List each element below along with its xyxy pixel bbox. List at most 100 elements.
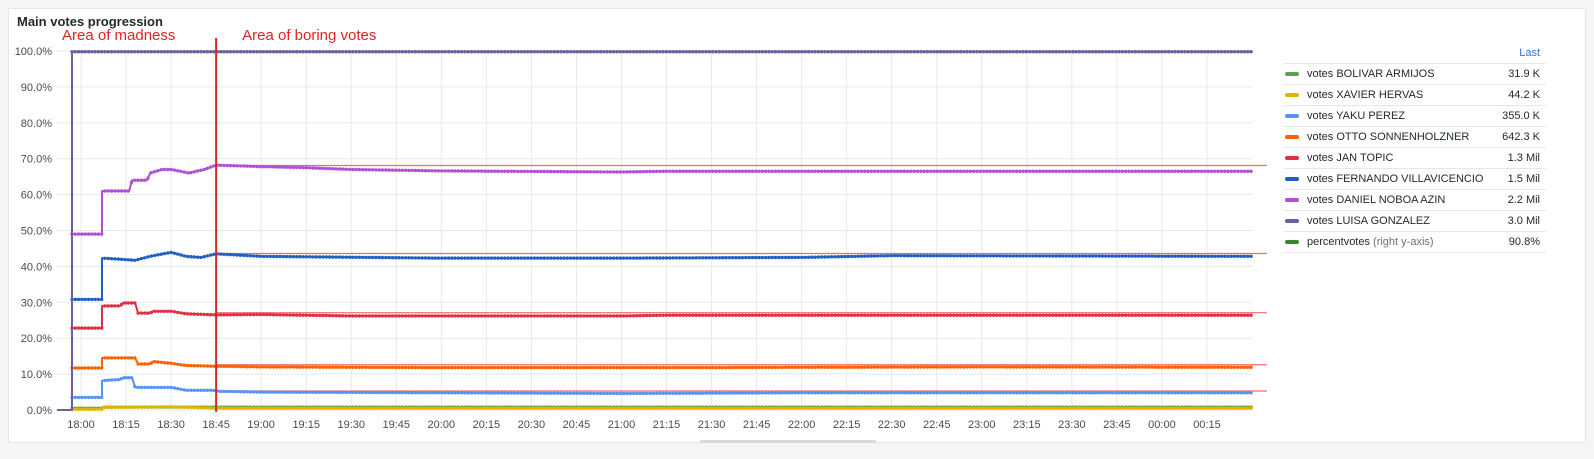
series-point xyxy=(793,169,797,173)
series-point xyxy=(664,313,669,317)
series-point xyxy=(1100,391,1105,395)
series-point xyxy=(496,50,500,54)
series-point xyxy=(503,391,507,395)
series-point xyxy=(638,313,642,318)
series-point xyxy=(645,313,649,318)
series-point xyxy=(463,314,467,318)
series-point xyxy=(701,365,705,370)
series-point xyxy=(922,169,926,173)
legend-item[interactable]: votes YAKU PEREZ 355.0 K xyxy=(1284,106,1546,127)
y-tick-label: 0.0% xyxy=(27,405,52,417)
series-point xyxy=(499,314,504,318)
series-point xyxy=(1067,365,1072,369)
series-point xyxy=(701,256,705,260)
series-point xyxy=(621,391,626,396)
series-point xyxy=(1107,365,1111,369)
series-point xyxy=(747,313,751,317)
series-point xyxy=(684,391,688,395)
series-point xyxy=(169,385,173,390)
series-point xyxy=(681,365,685,370)
series-point xyxy=(532,50,537,54)
legend-header-last[interactable]: Last xyxy=(1284,45,1546,64)
series-point xyxy=(1249,50,1253,54)
series-point xyxy=(995,254,999,258)
series-point xyxy=(522,256,527,260)
series-point xyxy=(361,365,365,369)
series-point xyxy=(1239,406,1243,410)
series-point xyxy=(453,406,457,410)
series-point xyxy=(156,309,160,313)
series-point xyxy=(489,314,494,318)
series-point xyxy=(1081,169,1085,173)
series-point xyxy=(654,50,659,54)
series-point xyxy=(106,304,111,308)
series-point xyxy=(387,365,391,370)
series-point xyxy=(912,365,916,369)
series-point xyxy=(1242,169,1247,173)
series-point xyxy=(357,314,362,318)
series-point xyxy=(598,256,603,260)
series-point xyxy=(1226,406,1230,410)
series-point xyxy=(318,50,322,54)
series-point xyxy=(410,50,414,54)
series-point xyxy=(182,50,186,54)
series-point xyxy=(1170,313,1174,317)
series-point xyxy=(116,377,121,382)
series-point xyxy=(255,406,259,410)
series-point xyxy=(440,406,444,410)
series-point xyxy=(935,50,939,54)
series-point xyxy=(218,406,223,410)
horizontal-scrollbar[interactable] xyxy=(700,440,876,443)
series-point xyxy=(1090,169,1095,173)
series-point xyxy=(912,50,916,54)
series-point xyxy=(93,326,97,330)
series-point xyxy=(450,391,454,395)
series-point xyxy=(654,169,659,174)
series-point xyxy=(159,385,163,390)
legend-item[interactable]: votes OTTO SONNENHOLZNER 642.3 K xyxy=(1284,127,1546,148)
series-point xyxy=(691,313,695,317)
series-point xyxy=(991,254,996,258)
series-point xyxy=(354,167,358,172)
legend-item[interactable]: votes FERNANDO VILLAVICENCIO 1.5 Mil xyxy=(1284,169,1546,190)
series-point xyxy=(843,313,847,317)
series-point xyxy=(334,167,338,171)
series-point xyxy=(400,168,404,172)
series-point xyxy=(384,168,388,172)
series-point xyxy=(763,391,768,395)
series-point xyxy=(258,365,262,369)
series-point xyxy=(512,314,517,318)
series-point xyxy=(430,256,434,260)
series-point xyxy=(245,406,249,410)
series-point xyxy=(1100,313,1105,317)
series-point xyxy=(1236,169,1240,173)
series-point xyxy=(826,255,830,259)
series-point xyxy=(294,406,299,410)
series-point xyxy=(1199,406,1204,410)
series-point xyxy=(420,406,424,410)
series-point xyxy=(479,406,484,410)
series-point xyxy=(1150,313,1154,317)
x-tick-label: 19:00 xyxy=(247,419,275,431)
legend-item[interactable]: votes BOLIVAR ARMIJOS 31.9 K xyxy=(1284,64,1546,85)
series-point xyxy=(456,314,461,318)
series-point xyxy=(697,169,702,173)
series-point xyxy=(261,165,266,169)
legend-item[interactable]: percentvotes (right y-axis) 90.8% xyxy=(1284,232,1546,253)
series-point xyxy=(829,391,834,395)
series-point xyxy=(357,390,362,395)
legend-item[interactable]: votes DANIEL NOBOA AZIN 2.2 Mil xyxy=(1284,190,1546,211)
series-point xyxy=(512,50,517,54)
series-point xyxy=(119,405,124,409)
legend-item[interactable]: votes JAN TOPIC 1.3 Mil xyxy=(1284,148,1546,169)
series-point xyxy=(70,50,74,54)
series-point xyxy=(212,388,216,393)
legend-item[interactable]: votes LUISA GONZALEZ 3.0 Mil xyxy=(1284,211,1546,232)
legend-item[interactable]: votes XAVIER HERVAS 44.2 K xyxy=(1284,85,1546,106)
series-point xyxy=(440,169,444,173)
series-point xyxy=(235,164,239,168)
series-point xyxy=(248,50,253,54)
series-point xyxy=(912,406,916,410)
series-point xyxy=(578,50,583,54)
series-point xyxy=(869,313,873,317)
